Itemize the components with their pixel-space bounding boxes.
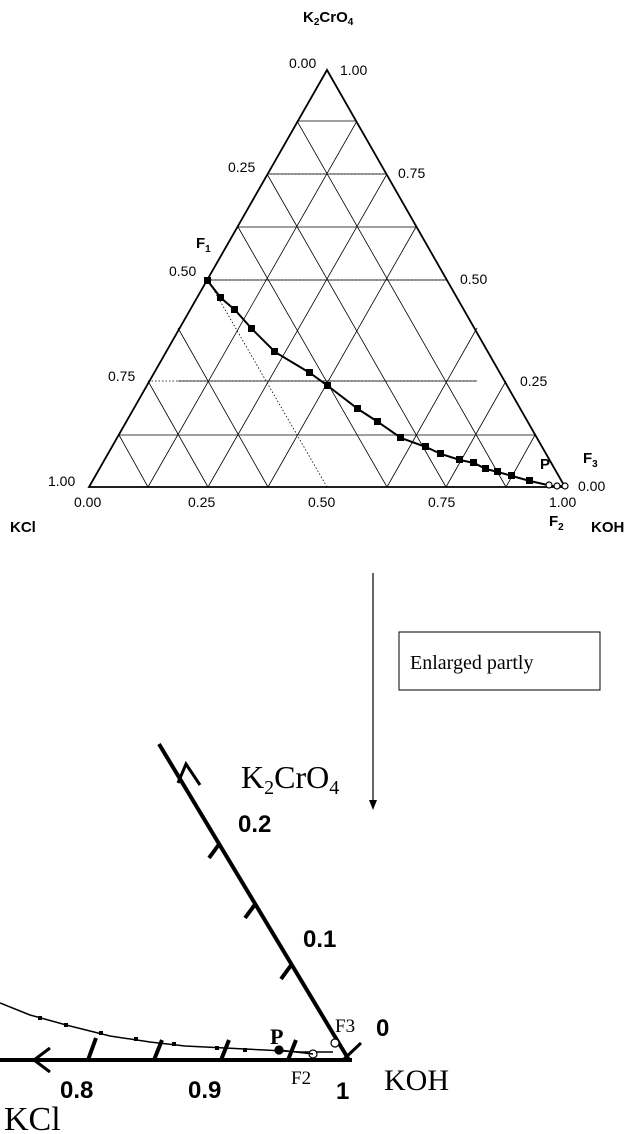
ternary-dotted-lines — [148, 173, 477, 488]
zoom-point-label-f3: F3 — [335, 1016, 355, 1037]
zoom-bottom-tick-labels: 0.8 0.9 1 — [60, 1077, 349, 1105]
bottom-tick-3: 0.75 — [428, 494, 455, 510]
vertex-label-kcl: KCl — [10, 519, 36, 536]
right-tick-3: 0.25 — [520, 373, 547, 389]
zoom-vertex-k2cro4: K2CrO4 — [241, 759, 339, 799]
left-tick-0: 0.00 — [289, 55, 316, 71]
vertex-label-koh: KOH — [591, 519, 624, 536]
bottom-tick-4: 1.00 — [549, 494, 576, 510]
zoom-bottom-tick-1: 0.9 — [188, 1077, 221, 1104]
bottom-edge-tick-labels: 0.00 0.25 0.50 0.75 1.00 — [74, 494, 576, 510]
zoom-label-koh: KOH — [384, 1064, 449, 1097]
ternary-grid — [118, 120, 536, 488]
enlarged-label-text: Enlarged partly — [410, 652, 533, 674]
endpoint-markers — [545, 481, 569, 490]
left-tick-2: 0.50 — [169, 263, 196, 279]
zoom-right-tick-0: 0.2 — [238, 811, 271, 838]
right-tick-1: 0.75 — [398, 165, 425, 181]
right-tick-0: 1.00 — [340, 62, 367, 78]
zoom-p-tie-line — [278, 1049, 314, 1055]
curve-markers — [204, 277, 533, 484]
zoom-point-label-p: P — [270, 1024, 283, 1049]
right-edge-tick-labels: 1.00 0.75 0.50 0.25 0.00 — [340, 62, 605, 494]
zoom-right-tick-1: 0.1 — [303, 926, 336, 953]
zoom-right-axis — [157, 742, 351, 1062]
zoom-label-kcl: KCl — [4, 1101, 61, 1134]
bottom-tick-1: 0.25 — [188, 494, 215, 510]
zoom-tail — [341, 1041, 363, 1062]
point-label-f1: F1 — [196, 235, 211, 255]
zoom-right-tick-labels: 0.2 0.1 0 — [238, 811, 389, 1042]
point-label-p: P — [540, 456, 550, 473]
zoom-bottom-tick-0: 0.8 — [60, 1077, 93, 1104]
bottom-tick-2: 0.50 — [308, 494, 335, 510]
zoom-bottom-axis-ticks — [31, 1037, 298, 1074]
bottom-tick-0: 0.00 — [74, 494, 101, 510]
left-tick-3: 0.75 — [108, 368, 135, 384]
enlarged-label-box — [398, 631, 601, 691]
point-label-f3: F3 — [583, 450, 598, 470]
point-label-f2: F2 — [549, 513, 564, 533]
left-edge-tick-labels: 0.00 0.25 0.50 0.75 1.00 — [48, 55, 316, 489]
zoom-bottom-tick-2: 1 — [336, 1078, 349, 1105]
right-tick-2: 0.50 — [460, 271, 487, 287]
right-tick-4: 0.00 — [578, 478, 605, 494]
enlarge-arrow-head — [369, 800, 377, 810]
vertex-label-k2cro4: K2CrO4 — [303, 9, 354, 28]
left-tick-1: 0.25 — [228, 159, 255, 175]
zoom-points — [274, 1038, 340, 1059]
zoom-point-label-f2: F2 — [291, 1068, 311, 1089]
zoom-right-tick-2: 0 — [376, 1015, 389, 1042]
left-tick-4: 1.00 — [48, 473, 75, 489]
zoom-right-axis-ticks — [176, 760, 294, 981]
zoom-curve-markers — [38, 1016, 247, 1052]
